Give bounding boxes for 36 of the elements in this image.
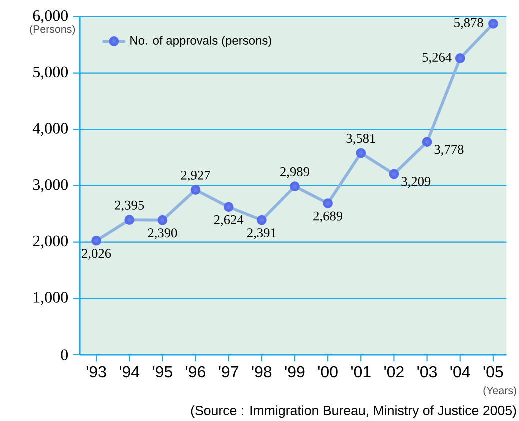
data-label: 2,395 bbox=[115, 200, 144, 212]
x-tick-label: '02 bbox=[384, 366, 404, 378]
y-tick-label: 3,000 bbox=[33, 179, 68, 193]
text: (Source : Immigration Bureau, Ministry of Justice 2005) bbox=[191, 406, 516, 418]
data-label: 5,878 bbox=[454, 18, 484, 30]
data-label: 2,391 bbox=[248, 228, 276, 240]
data-label: 2,624 bbox=[214, 215, 244, 226]
data-label: 3,778 bbox=[434, 145, 464, 156]
x-tick-label: '03 bbox=[418, 366, 438, 378]
x-tick-label: '04 bbox=[450, 366, 470, 378]
x-tick-label: '93 bbox=[86, 366, 106, 378]
y-tick-label: 4,000 bbox=[32, 123, 68, 136]
y-tick-label: 0 bbox=[61, 350, 68, 360]
y-axis-title: (Persons) bbox=[30, 25, 76, 36]
data-label: 3,581 bbox=[346, 134, 376, 145]
x-tick-label: '05 bbox=[484, 366, 504, 378]
x-tick-label: '99 bbox=[285, 366, 305, 378]
y-tick-label: 1,000 bbox=[34, 292, 68, 306]
x-tick-label: '98 bbox=[252, 366, 272, 378]
legend-label: No. of approvals (persons) bbox=[130, 36, 272, 48]
y-tick-label: 5,000 bbox=[34, 66, 68, 80]
x-tick-label: '00 bbox=[318, 366, 338, 378]
x-axis-title: (Years) bbox=[484, 386, 516, 397]
data-label: 5,264 bbox=[422, 53, 452, 64]
x-tick-label: '97 bbox=[219, 366, 238, 378]
data-label: 2,026 bbox=[82, 249, 112, 260]
x-tick-label: '01 bbox=[352, 366, 371, 378]
x-tick-label: '96 bbox=[186, 366, 206, 378]
x-tick-label: '94 bbox=[120, 366, 140, 378]
y-tick-label: 6,000 bbox=[33, 10, 68, 24]
y-tick-label: 2,000 bbox=[33, 236, 68, 249]
data-label: 2,390 bbox=[148, 228, 178, 240]
data-label: 2,689 bbox=[314, 212, 343, 223]
data-label: 2,989 bbox=[280, 167, 310, 178]
x-tick-label: '95 bbox=[153, 366, 172, 378]
data-label: 2,927 bbox=[181, 170, 210, 182]
